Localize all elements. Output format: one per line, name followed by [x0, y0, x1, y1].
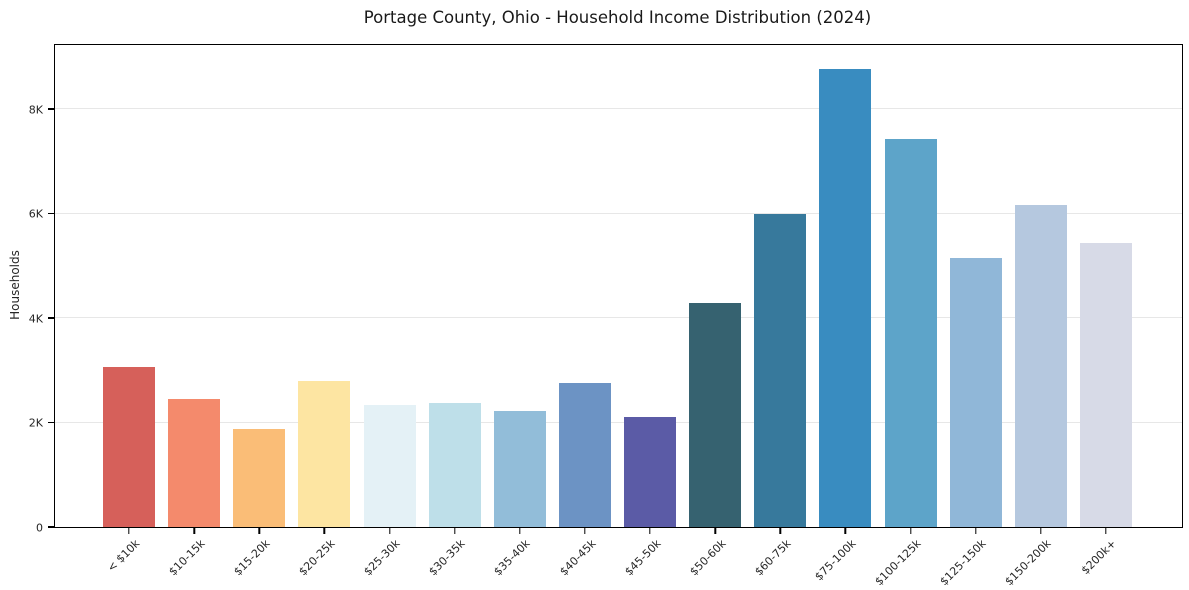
- x-tick-mark: [193, 528, 195, 534]
- x-tick-label: $30-35k: [426, 537, 468, 579]
- bar-slot: $50-60k: [687, 45, 742, 578]
- x-tick-mark: [1105, 528, 1107, 534]
- x-tick-mark: [388, 528, 391, 534]
- x-tick-label: $50-60k: [687, 537, 729, 579]
- bar: [624, 416, 676, 527]
- bar: [493, 411, 546, 527]
- x-tick-mark: [323, 528, 326, 534]
- x-tick-mark: [453, 528, 456, 534]
- x-tick-label: $75-100k: [812, 537, 859, 584]
- bar: [754, 213, 807, 527]
- bar-slot: $125-150k: [938, 45, 1002, 588]
- y-tick-mark: [48, 526, 54, 528]
- plot-area: 0 2K 4K 6K 8K < $10k $10-15k $15-20k $20-25k $25…: [29, 44, 1183, 588]
- x-tick-mark: [779, 528, 781, 534]
- gridline: [55, 421, 1182, 423]
- y-tick-label: 2K: [28, 416, 43, 430]
- bar-slot: $35-40k: [492, 45, 546, 578]
- x-tick-mark: [519, 528, 521, 534]
- x-tick-label: < $10k: [104, 537, 143, 575]
- x-tick-mark: [714, 528, 716, 534]
- x-tick-mark: [1040, 528, 1042, 534]
- y-tick-label: 6K: [28, 207, 43, 221]
- bar-slot: $45-50k: [622, 45, 676, 578]
- bar-slot: $20-25k: [296, 45, 351, 578]
- x-tick-label: $40-45k: [556, 537, 599, 579]
- bar: [103, 367, 155, 527]
- bar: [298, 381, 351, 527]
- bar-slot: $75-100k: [812, 45, 872, 583]
- y-tick-label: 8K: [28, 103, 43, 117]
- x-tick-mark: [909, 528, 912, 534]
- gridline: [55, 108, 1182, 110]
- bar: [558, 382, 611, 527]
- gridline: [55, 212, 1182, 214]
- bar-slot: $30-35k: [427, 45, 481, 578]
- y-tick-mark: [48, 317, 54, 319]
- bar: [949, 257, 1002, 527]
- bar-slot: $15-20k: [231, 45, 286, 578]
- gridline: [55, 317, 1182, 319]
- x-tick-label: $35-40k: [491, 537, 533, 579]
- bar-slot: $10-15k: [166, 45, 221, 578]
- x-tick-mark: [649, 528, 651, 534]
- x-tick-label: $150-200k: [1002, 537, 1054, 589]
- bar-slot: $40-45k: [557, 45, 611, 578]
- x-tick-label: $45-50k: [621, 537, 664, 579]
- y-tick-mark: [48, 108, 54, 110]
- bar-slot: $100-125k: [873, 45, 937, 588]
- bar: [1079, 243, 1132, 527]
- chart-title: Portage County, Ohio - Household Income …: [363, 8, 872, 27]
- x-tick-mark: [974, 528, 977, 534]
- x-tick-mark: [584, 528, 586, 534]
- y-tick-mark: [48, 212, 54, 215]
- x-tick-label: $25-30k: [361, 537, 403, 579]
- x-tick-mark: [844, 528, 847, 534]
- bar-slot: $150-200k: [1003, 45, 1067, 588]
- y-axis-label: Households: [8, 250, 22, 320]
- x-tick-label: $125-150k: [937, 537, 989, 589]
- x-tick-label: $15-20k: [231, 537, 273, 579]
- bar: [884, 139, 937, 527]
- bar: [1014, 205, 1067, 527]
- y-tick-mark: [48, 421, 54, 424]
- x-tick-label: $100-125k: [872, 537, 924, 589]
- bar-slot: $200k+: [1079, 45, 1132, 577]
- x-tick-label: $20-25k: [296, 537, 338, 579]
- y-tick-label: 0: [36, 521, 43, 534]
- bar: [363, 405, 416, 527]
- x-tick-mark: [258, 528, 260, 534]
- bars-row: < $10k $10-15k $15-20k $20-25k $25-30k $30-35…: [55, 45, 1182, 588]
- bar: [233, 428, 286, 527]
- y-tick-label: 4K: [28, 312, 43, 326]
- x-tick-label: $200k+: [1079, 537, 1120, 578]
- x-tick-label: $60-75k: [752, 537, 794, 579]
- bar: [689, 302, 742, 527]
- bar: [819, 69, 872, 527]
- bar-slot: $60-75k: [752, 45, 807, 578]
- bar-slot: < $10k: [103, 45, 155, 575]
- x-tick-mark: [128, 528, 130, 534]
- bar: [428, 403, 481, 527]
- bar-slot: $25-30k: [361, 45, 416, 578]
- x-tick-label: $10-15k: [166, 537, 208, 579]
- bar: [168, 399, 221, 527]
